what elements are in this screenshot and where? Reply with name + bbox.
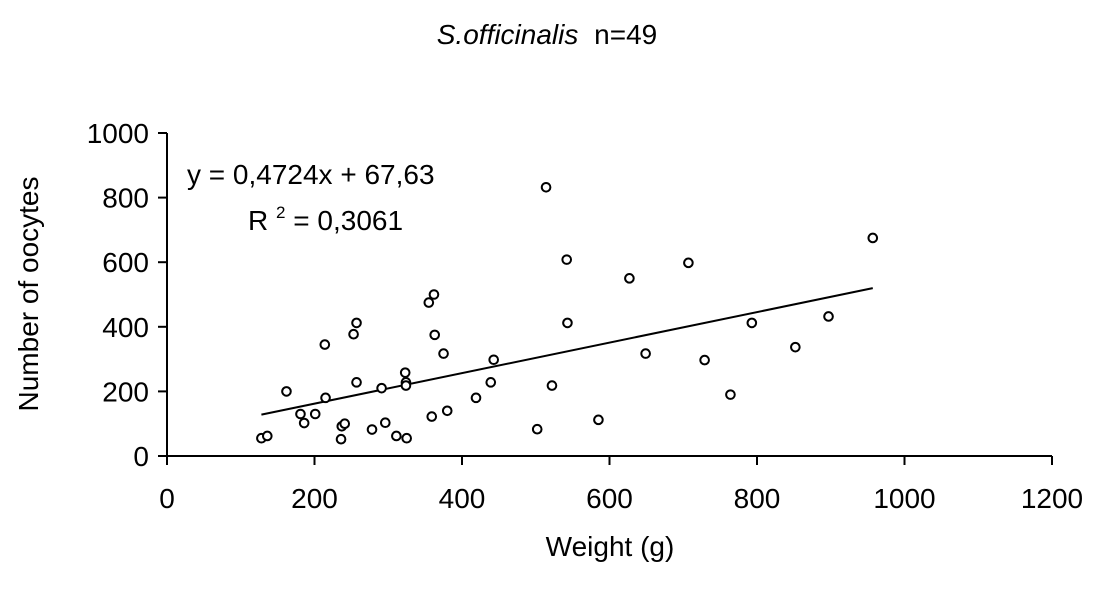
- data-points: [256, 181, 879, 445]
- data-point: [683, 257, 694, 269]
- data-point: [485, 377, 497, 388]
- x-tick-label: 200: [291, 483, 338, 514]
- r2-annotation: R 2 = 0,3061: [248, 193, 403, 236]
- y-axis-ticks: 0 200 400 600 800 1000: [87, 118, 167, 472]
- data-point: [348, 328, 359, 340]
- data-point: [823, 311, 834, 322]
- data-point: [546, 380, 558, 391]
- y-tick-label: 1000: [87, 118, 149, 149]
- data-point: [399, 367, 411, 378]
- data-point: [295, 408, 306, 420]
- data-point: [423, 297, 435, 308]
- data-point: [309, 408, 321, 420]
- data-point: [438, 348, 449, 359]
- chart-title: S.officinalis n=49: [437, 19, 657, 50]
- title-n: n=49: [594, 19, 657, 50]
- data-point: [725, 389, 736, 400]
- r2-superscript: 2: [276, 203, 285, 222]
- x-tick-label: 600: [586, 483, 633, 514]
- data-point: [351, 317, 362, 329]
- x-tick-label: 1200: [1021, 483, 1083, 514]
- data-point: [391, 430, 402, 442]
- data-point: [624, 273, 635, 284]
- r2-prefix: R: [248, 205, 268, 236]
- data-point: [298, 417, 310, 429]
- y-tick-label: 400: [102, 312, 149, 343]
- equation-annotation: y = 0,4724x + 67,63: [187, 159, 435, 190]
- data-point: [262, 430, 273, 442]
- data-point: [746, 317, 758, 329]
- y-axis-title: Number of oocytes: [13, 177, 44, 412]
- data-point: [699, 354, 710, 366]
- data-point: [867, 232, 879, 244]
- data-point: [339, 418, 351, 430]
- data-point: [441, 405, 453, 417]
- y-tick-label: 800: [102, 183, 149, 214]
- trend-line: [261, 287, 873, 416]
- x-axis-ticks: 0 200 400 600 800 1000 1200: [159, 456, 1083, 514]
- data-point: [540, 181, 552, 193]
- y-tick-label: 0: [133, 441, 149, 472]
- data-point: [366, 424, 378, 435]
- data-point: [593, 414, 604, 426]
- title-species: S.officinalis: [437, 19, 579, 50]
- data-point: [561, 254, 573, 265]
- x-tick-label: 0: [159, 483, 175, 514]
- data-point: [531, 423, 543, 435]
- data-point: [488, 354, 500, 366]
- data-point: [335, 433, 347, 445]
- data-point: [380, 417, 391, 429]
- y-tick-label: 600: [102, 247, 149, 278]
- x-tick-label: 400: [439, 483, 486, 514]
- r2-value: = 0,3061: [293, 205, 403, 236]
- data-point: [319, 339, 331, 350]
- data-point: [429, 329, 441, 341]
- data-point: [470, 392, 482, 404]
- x-tick-label: 800: [734, 483, 781, 514]
- data-point: [790, 341, 801, 353]
- data-point: [400, 380, 412, 391]
- data-point: [562, 317, 573, 329]
- data-point: [351, 377, 362, 388]
- data-point: [426, 411, 438, 422]
- data-point: [640, 348, 651, 359]
- data-point: [281, 386, 292, 397]
- y-tick-label: 200: [102, 376, 149, 407]
- data-point: [376, 382, 387, 394]
- x-axis-title: Weight (g): [546, 531, 675, 562]
- x-tick-label: 1000: [873, 483, 935, 514]
- data-point: [320, 392, 331, 404]
- data-point: [428, 289, 440, 300]
- data-point: [401, 432, 412, 444]
